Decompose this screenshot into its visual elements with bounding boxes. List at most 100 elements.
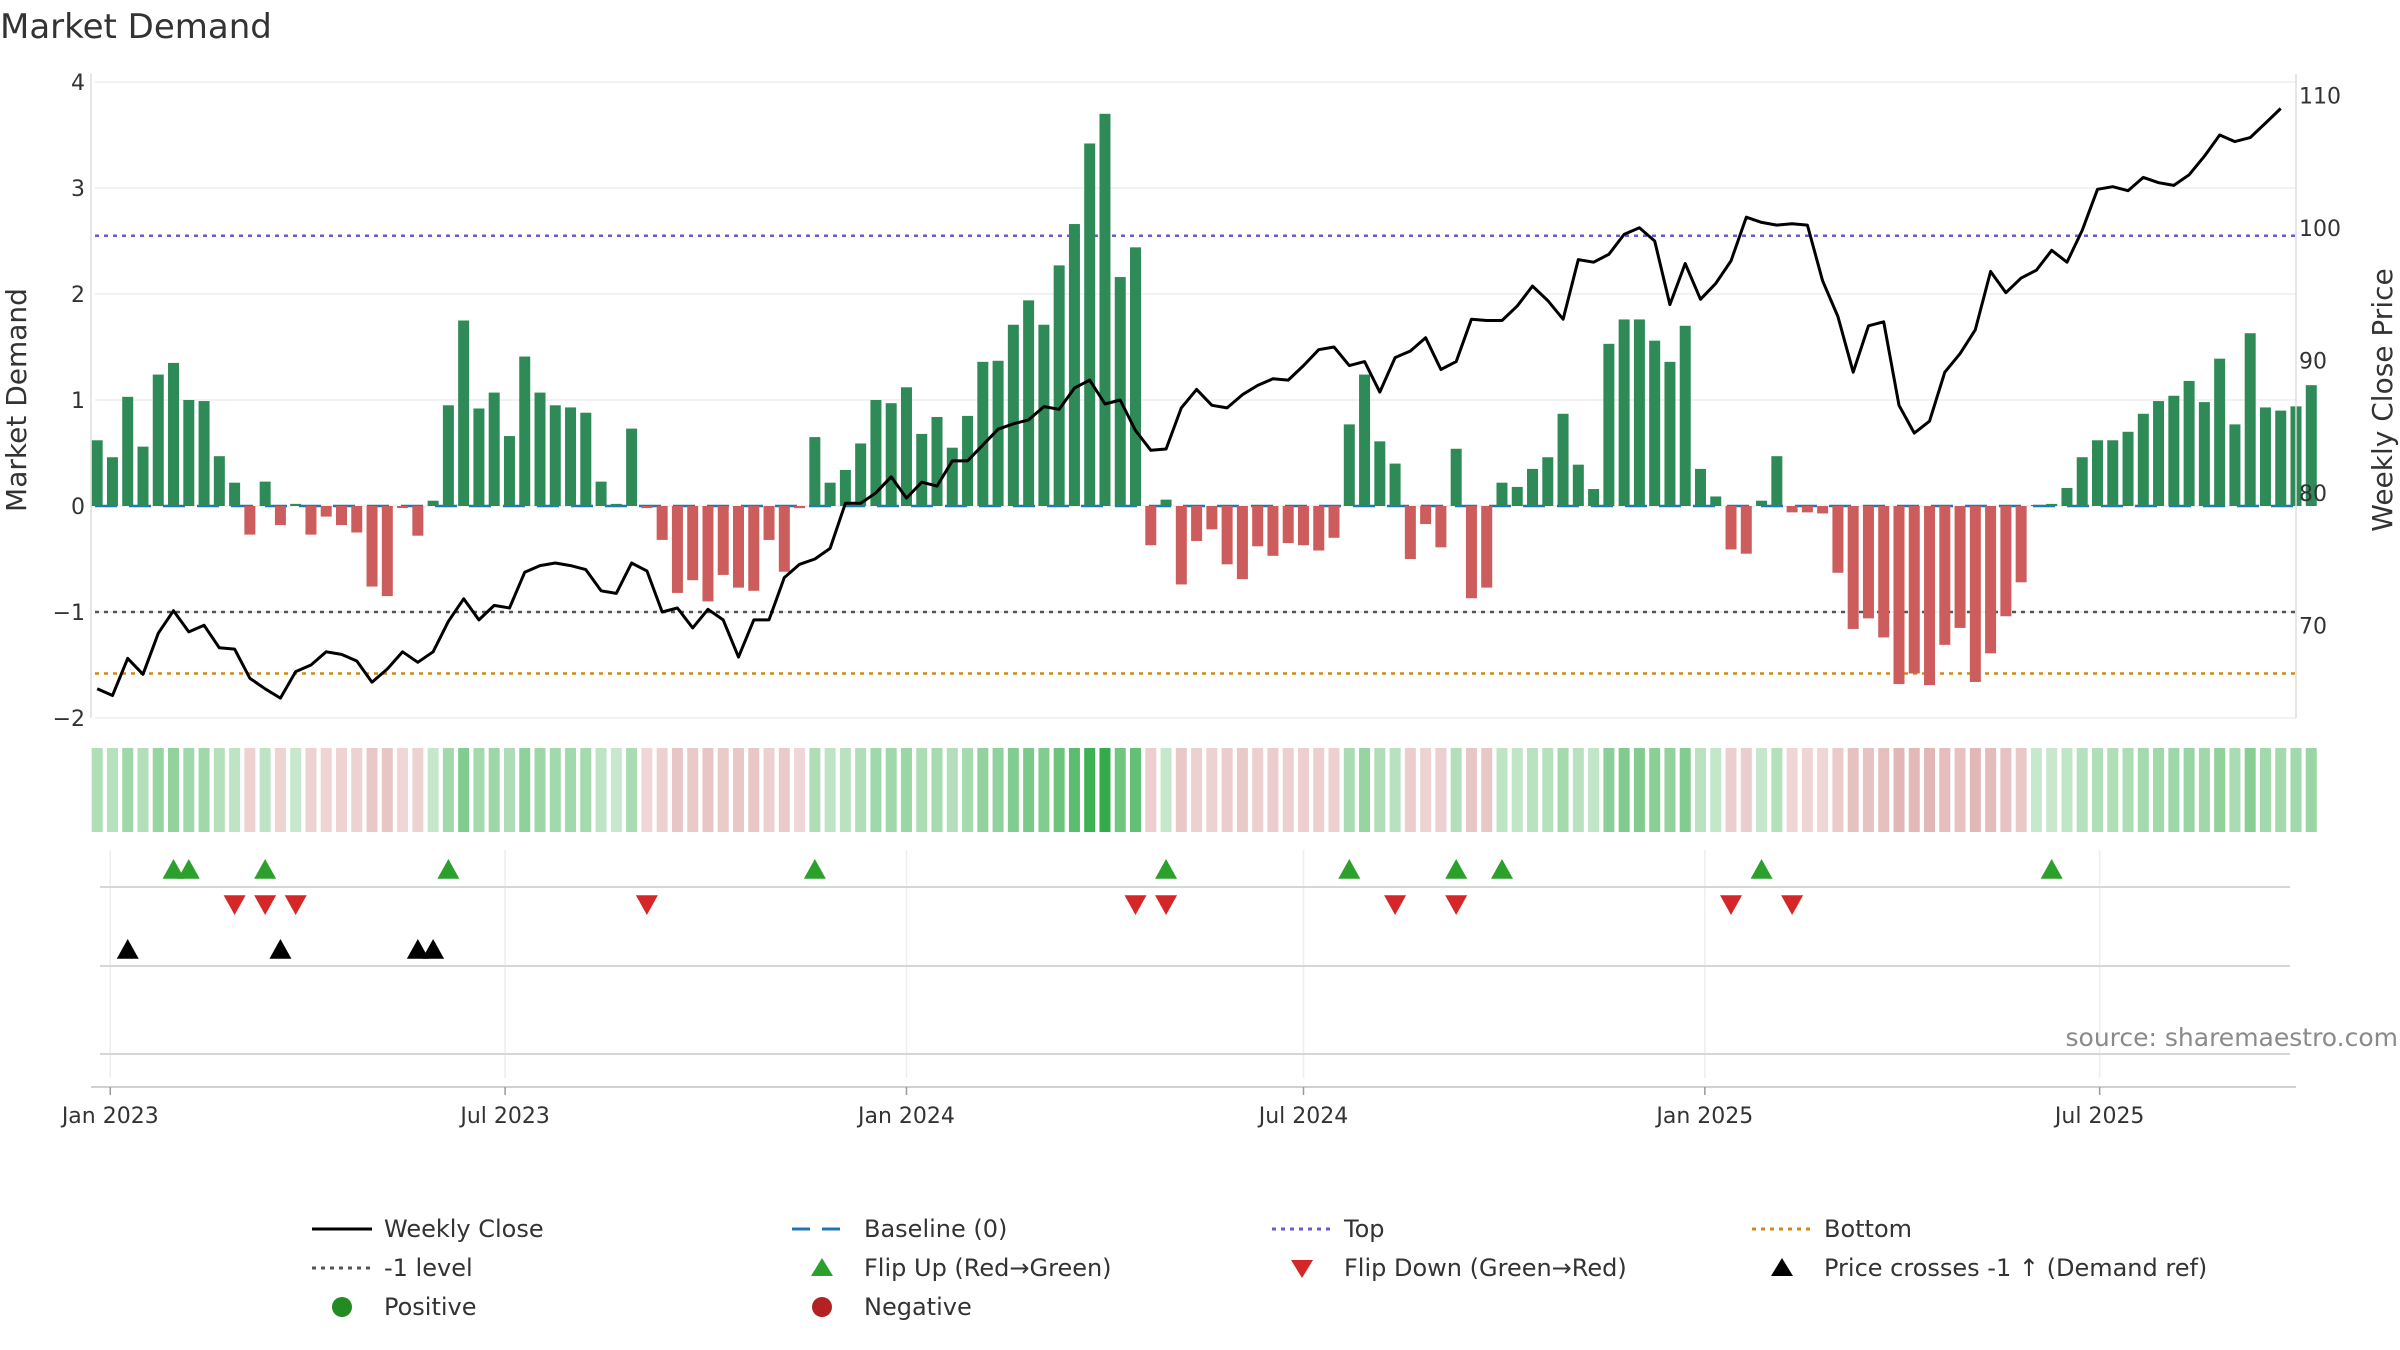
heat-strip-cell (1450, 748, 1462, 832)
price-cross-marker (406, 939, 429, 959)
legend-label: -1 level (384, 1254, 473, 1282)
heat-strip-cell (1542, 748, 1554, 832)
heat-strip-cell (2000, 748, 2012, 832)
heat-strip-cell (2183, 748, 2195, 832)
heat-strip-cell (870, 748, 882, 832)
legend-swatch-circle (812, 1297, 832, 1317)
demand-bar (580, 412, 592, 506)
demand-bar (1114, 277, 1126, 506)
demand-bar (91, 440, 103, 506)
demand-bar (320, 506, 332, 517)
heat-strip-cell (717, 748, 729, 832)
event-markers (116, 859, 2063, 959)
flip-down-marker (1781, 895, 1804, 915)
heat-strip-cell (1465, 748, 1477, 832)
demand-bar (427, 500, 439, 506)
demand-bar (213, 456, 225, 506)
demand-bar (1374, 441, 1386, 506)
demand-bar (1725, 506, 1737, 550)
heat-strip-cell (488, 748, 500, 832)
demand-bar (1588, 489, 1600, 506)
demand-bar (1969, 506, 1981, 682)
flip-up-marker (1750, 859, 1773, 879)
y-tick-label: 1 (71, 389, 85, 414)
heat-strip-cell (1786, 748, 1798, 832)
demand-bar (503, 436, 515, 506)
demand-bar (1756, 500, 1768, 506)
heat-strip-cell (1847, 748, 1859, 832)
demand-bar (1801, 506, 1813, 513)
heat-strip-cell (1221, 748, 1233, 832)
demand-bar (198, 401, 210, 506)
heat-strip-cell (106, 748, 118, 832)
heat-strip-cell (442, 748, 454, 832)
demand-bar (1878, 506, 1890, 638)
demand-bar (1297, 506, 1309, 546)
demand-bar (290, 503, 302, 506)
legend-label: Flip Up (Red→Green) (864, 1254, 1112, 1282)
demand-bar (534, 392, 546, 506)
heat-strip-cell (397, 748, 409, 832)
heat-strip-cell (1328, 748, 1340, 832)
heat-strip-cell (1633, 748, 1645, 832)
heat-strip-cell (656, 748, 668, 832)
heat-strip-cell (274, 748, 286, 832)
x-tick-label: Jan 2024 (856, 1104, 955, 1129)
reference-lines (95, 234, 2296, 675)
demand-bar (565, 407, 577, 506)
heat-strip-cell (916, 748, 928, 832)
x-tick-label: Jan 2025 (1654, 1104, 1753, 1129)
heat-strip-cell (2259, 748, 2271, 832)
demand-bar (2122, 431, 2134, 506)
demand-bar (717, 506, 729, 575)
x-tick-label: Jul 2023 (458, 1104, 550, 1129)
heat-strip-cell (1954, 748, 1966, 832)
heat-strip-cell (335, 748, 347, 832)
heat-strip-cell (671, 748, 683, 832)
heat-strip-cell (641, 748, 653, 832)
heat-strip-cell (1572, 748, 1584, 832)
heat-strip-cell (2076, 748, 2088, 832)
y2-tick-label: 80 (2299, 482, 2327, 507)
demand-bar (244, 506, 256, 535)
heat-strip-cell (1068, 748, 1080, 832)
demand-bar (992, 360, 1004, 506)
demand-bar (488, 392, 500, 506)
heat-strip-cell (1618, 748, 1630, 832)
demand-bar (106, 457, 118, 506)
chart-title: Market Demand (0, 7, 272, 47)
heat-strip-cell (290, 748, 302, 832)
flip-up-marker (1490, 859, 1513, 879)
flip-down-marker (284, 895, 307, 915)
heat-strip-cell (733, 748, 745, 832)
heat-strip-cell (458, 748, 470, 832)
demand-bar (1221, 506, 1233, 565)
demand-bar (2076, 457, 2088, 506)
heat-strip-cell (412, 748, 424, 832)
price-cross-marker (116, 939, 139, 959)
demand-bar (1007, 324, 1019, 506)
heat-strip-cell (1267, 748, 1279, 832)
x-tick-label: Jan 2023 (60, 1104, 159, 1129)
demand-bar (2091, 440, 2103, 506)
demand-bar (1496, 482, 1508, 506)
demand-bar (1939, 506, 1951, 645)
heat-strip-cell (992, 748, 1004, 832)
heat-strip-cell (1893, 748, 1905, 832)
heat-strip-cell (2091, 748, 2103, 832)
heat-strip-cell (839, 748, 851, 832)
demand-bar (305, 506, 317, 535)
demand-bar (335, 506, 347, 526)
demand-bar (610, 503, 622, 506)
heat-strip-cell (1649, 748, 1661, 832)
heat-strip-cell (855, 748, 867, 832)
heat-strip-cell (427, 748, 439, 832)
legend-label: Weekly Close (384, 1215, 544, 1243)
weekly-close-polyline (96, 107, 2282, 700)
demand-bar (2137, 413, 2149, 506)
heat-strip-cell (702, 748, 714, 832)
demand-bar (2046, 503, 2058, 506)
heat-strip-cell (2168, 748, 2180, 832)
heat-strip-cell (1725, 748, 1737, 832)
demand-bar (2229, 424, 2241, 506)
